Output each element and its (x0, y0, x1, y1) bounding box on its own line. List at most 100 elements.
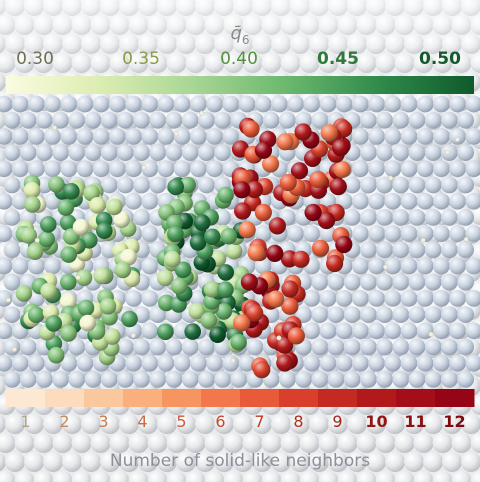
liquid-particle (433, 257, 450, 275)
liquid-particle (457, 241, 474, 259)
background-particle (0, 452, 6, 472)
neighbor-particle (281, 280, 299, 298)
liquid-particle (214, 111, 232, 129)
q6-particle (217, 186, 234, 204)
neighbor-particle (240, 273, 258, 291)
background-particle (195, 452, 215, 472)
neighbor-particle (294, 123, 312, 141)
liquid-particle (60, 127, 78, 145)
liquid-particle (384, 354, 402, 372)
liquid-particle (319, 95, 337, 113)
liquid-particle (100, 371, 118, 388)
liquid-particle (76, 160, 94, 178)
liquid-particle (109, 160, 126, 178)
liquid-particle (3, 111, 21, 129)
liquid-particle (303, 322, 321, 340)
liquid-particle (141, 127, 159, 145)
small-particle (444, 149, 450, 155)
liquid-particle (327, 371, 345, 388)
background-particle (252, 414, 272, 434)
liquid-particle (416, 95, 434, 113)
liquid-particle (360, 176, 377, 194)
liquid-particle (92, 127, 110, 145)
liquid-particle (214, 371, 232, 388)
q6-particle (114, 261, 132, 279)
small-particle (75, 274, 81, 281)
q6-particle (93, 267, 111, 285)
background-particle (100, 452, 120, 472)
liquid-particle (311, 111, 329, 129)
background-particle (109, 433, 130, 453)
liquid-particle (181, 338, 199, 356)
liquid-particle (141, 290, 159, 307)
q6-particle (121, 310, 138, 328)
neighbors-colorbar-title: Number of solid-like neighbors (110, 451, 370, 471)
background-particle (33, 471, 54, 482)
liquid-particle (368, 257, 385, 275)
liquid-particle (360, 241, 377, 259)
q6-particle (167, 178, 184, 196)
neighbor-particle (326, 254, 344, 273)
liquid-particle (392, 176, 410, 194)
q6-particle (99, 298, 117, 315)
q6-particle (77, 299, 95, 317)
liquid-particle (343, 371, 361, 388)
background-particle (271, 452, 291, 472)
background-particle (43, 452, 63, 472)
liquid-particle (36, 111, 53, 129)
neighbor-particle (279, 173, 297, 192)
liquid-particle (408, 111, 426, 129)
neighbors-colorbar-cell (279, 389, 319, 407)
liquid-particle (117, 338, 134, 356)
q6-particle (59, 214, 77, 231)
liquid-particle (457, 273, 474, 291)
background-particle (337, 433, 358, 453)
neighbors-colorbar: 1 2 3 4 5 6 7 8 9 10 11 12 Number of solid-like nei… (6, 389, 475, 471)
background-particle (299, 471, 320, 482)
background-particle (33, 433, 54, 453)
liquid-particle (376, 176, 393, 194)
liquid-particle (165, 111, 183, 129)
liquid-particle (125, 290, 142, 307)
liquid-particle (0, 128, 13, 145)
liquid-particle (424, 176, 442, 194)
background-particle (356, 433, 377, 453)
neighbor-particle (233, 181, 251, 199)
liquid-particle (222, 354, 240, 372)
liquid-particle (68, 111, 86, 129)
small-particle (463, 236, 469, 242)
liquid-particle (416, 225, 434, 243)
neighbor-particle (320, 124, 338, 142)
liquid-particle (0, 192, 13, 210)
liquid-particle (52, 111, 69, 129)
liquid-particle (384, 257, 402, 275)
neighbor-particle (292, 250, 310, 268)
background-particle (451, 471, 472, 482)
background-particle (214, 452, 234, 472)
liquid-particle (392, 209, 410, 226)
liquid-particle (222, 95, 240, 113)
liquid-particle (416, 160, 434, 178)
liquid-particle (360, 338, 377, 356)
liquid-particle (19, 371, 37, 388)
liquid-particle (149, 144, 167, 162)
small-particle (420, 237, 426, 243)
liquid-particle (441, 241, 458, 259)
q6-particle (89, 197, 106, 214)
neighbors-tick-label: 10 (365, 412, 387, 431)
liquid-particle (141, 160, 159, 178)
liquid-particle (352, 225, 369, 243)
liquid-particle (246, 338, 264, 356)
liquid-particle (392, 144, 410, 162)
neighbor-particle (267, 290, 285, 308)
liquid-particle (433, 127, 450, 145)
liquid-particle (11, 127, 29, 145)
background-particle (100, 414, 120, 434)
background-particle (470, 433, 480, 453)
q6-particle (158, 294, 175, 312)
liquid-particle (198, 338, 215, 356)
liquid-particle (449, 322, 466, 340)
q6-colorbar-gradient (6, 76, 474, 94)
liquid-particle (133, 111, 151, 129)
liquid-particle (157, 95, 175, 113)
